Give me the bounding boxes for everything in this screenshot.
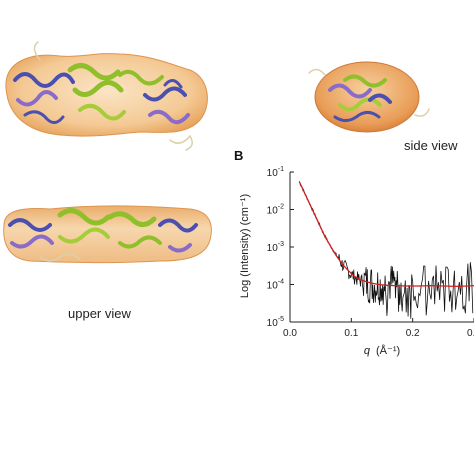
model-bottom-surface — [3, 205, 212, 263]
caption-side-view: side view — [404, 138, 458, 153]
panel-label-b: B — [234, 148, 244, 163]
saxs-chart: Log (Intensity) (cm⁻¹) 10-510-410-310-21… — [239, 166, 474, 357]
y-tick-label: 10-4 — [267, 279, 284, 292]
series-fit-line — [298, 181, 474, 288]
x-tick-label: 0.2 — [406, 328, 420, 339]
x-axis-symbol: q — [364, 345, 371, 357]
x-axis-ticks: 0.0 0.1 0.2 0.3 — [283, 318, 474, 339]
molecular-envelope — [314, 61, 420, 133]
y-tick-label: 10-3 — [267, 241, 284, 254]
x-tick-label: 0.0 — [283, 328, 297, 339]
caption-upper-view: upper view — [68, 306, 131, 321]
y-tick-label: 10-2 — [267, 204, 284, 217]
y-tick-label: 10-1 — [267, 166, 284, 179]
series-experimental-line — [298, 181, 474, 319]
x-tick-label: 0.1 — [344, 328, 358, 339]
protein-ribbons — [8, 208, 198, 262]
model-top-surface — [5, 41, 208, 151]
y-axis-label-group: Log (Intensity) (cm⁻¹) — [239, 194, 251, 298]
y-tick-label: 10-5 — [267, 316, 284, 329]
protein-ribbons — [308, 68, 430, 122]
molecular-envelope — [5, 53, 208, 137]
x-tick-label: 0.3 — [467, 328, 474, 339]
model-side-surface — [308, 61, 430, 133]
x-axis-unit: (Å⁻¹) — [376, 344, 400, 357]
x-axis-label: q (Å⁻¹) — [364, 344, 400, 357]
y-axis-ticks: 10-5 10-4 10-3 10-2 10-1 — [267, 166, 294, 329]
y-axis-label: Log (Intensity) (cm⁻¹) — [239, 194, 251, 298]
protein-ribbons — [13, 41, 193, 151]
plot-area — [289, 172, 474, 323]
